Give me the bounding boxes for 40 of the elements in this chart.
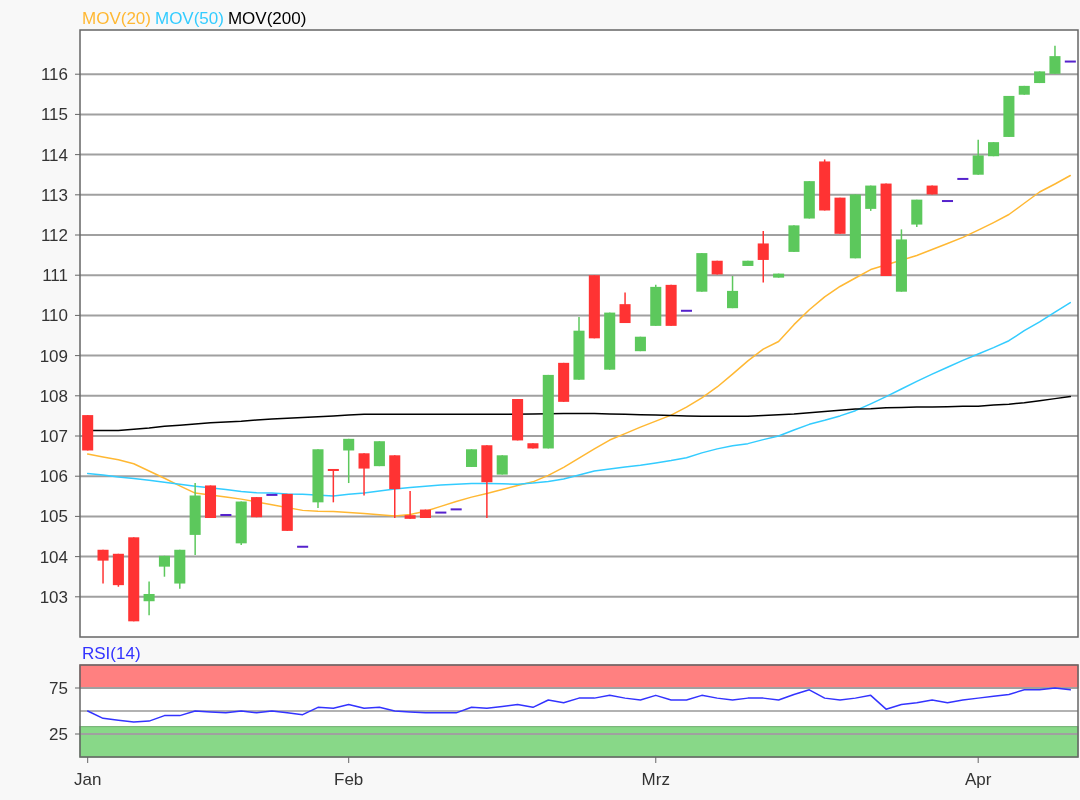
- candlestick: [97, 549, 109, 585]
- candlestick: [496, 454, 508, 476]
- y-tick-label: 109: [39, 346, 68, 366]
- candlestick: [972, 138, 984, 176]
- x-tick-label: Jan: [73, 770, 102, 789]
- candlestick: [327, 468, 339, 504]
- y-tick-label: 112: [40, 225, 68, 245]
- text: RSI(14): [82, 644, 141, 663]
- line-series: [86, 687, 1072, 723]
- candlestick: [404, 490, 416, 520]
- y-tick-label: 104: [39, 547, 68, 567]
- text: MOV(50): [154, 9, 224, 28]
- y-tick-label: 108: [39, 386, 68, 406]
- candlestick: [757, 230, 769, 284]
- y-tick-label: 110: [40, 306, 68, 326]
- y-tick-label: 111: [42, 266, 68, 286]
- candlestick: [343, 438, 355, 484]
- line-series: [86, 174, 1072, 517]
- y-tick-label: 25: [49, 724, 68, 744]
- y-tick-label: 115: [40, 105, 68, 125]
- y-tick-label: 106: [39, 467, 68, 487]
- y-tick-label: 105: [39, 507, 68, 527]
- candlestick: [727, 275, 739, 309]
- candlestick: [143, 580, 155, 617]
- x-tick-label: Feb: [334, 770, 364, 789]
- candlestick: [865, 184, 877, 212]
- candlestick: [619, 291, 631, 324]
- text: MOV(200): [227, 9, 307, 28]
- y-tick-label: 103: [39, 587, 68, 607]
- y-tick-label: 75: [49, 678, 68, 698]
- candlestick: [1049, 44, 1061, 75]
- candlestick: [358, 452, 370, 497]
- text: MOV(20): [82, 9, 151, 28]
- y-tick-label: 116: [40, 65, 68, 85]
- x-tick-label: Mrz: [641, 770, 670, 789]
- x-tick-label: Apr: [964, 770, 992, 789]
- y-tick-label: 107: [39, 426, 68, 446]
- y-tick-label: 114: [40, 145, 68, 165]
- line-series: [86, 301, 1072, 497]
- y-tick-label: 113: [40, 185, 68, 205]
